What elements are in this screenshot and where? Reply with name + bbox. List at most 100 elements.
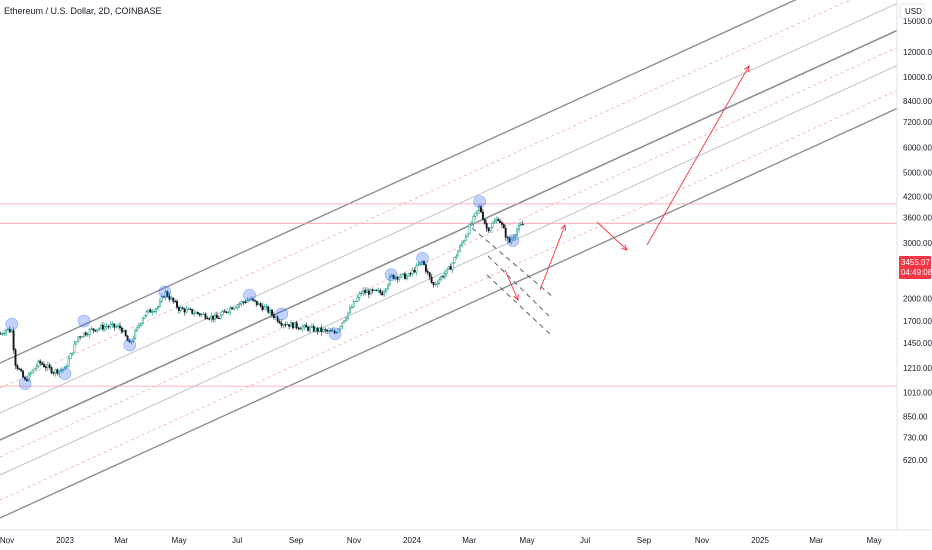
channel-line: [0, 0, 851, 389]
projection-arrow-head: [513, 293, 519, 301]
candle-body: [269, 309, 272, 313]
candle-body: [176, 301, 178, 308]
candle-body: [138, 325, 140, 328]
candle-body: [90, 328, 93, 330]
candle-body: [160, 296, 163, 302]
candle-body: [79, 336, 82, 338]
pivot-marker: [77, 314, 91, 328]
candle-body: [120, 327, 123, 333]
candle-body: [33, 368, 36, 371]
candle-body: [516, 229, 519, 236]
candle-body: [333, 330, 336, 334]
candle-body: [345, 317, 348, 321]
candle-body: [385, 288, 387, 292]
candle-body: [447, 266, 450, 270]
price-tick-label: 850.00: [903, 413, 928, 422]
candle-body: [50, 367, 53, 374]
candle-body: [3, 332, 6, 335]
candle-body: [46, 364, 49, 369]
candle-body: [158, 301, 161, 307]
candle-body: [307, 326, 310, 331]
candle-body: [354, 301, 357, 303]
candle-body: [493, 221, 496, 224]
candle-body: [466, 233, 469, 237]
candle-body: [519, 224, 522, 226]
candle-body: [52, 372, 55, 374]
channel-line: [0, 29, 898, 441]
candle-body: [81, 336, 83, 338]
candle-body: [272, 314, 275, 318]
candle-body: [75, 341, 78, 345]
candle-body: [483, 218, 486, 224]
candle-body: [491, 222, 494, 228]
candle-body: [25, 379, 28, 382]
pivot-marker: [384, 268, 398, 282]
candle-body: [181, 307, 184, 310]
candle-body: [329, 330, 332, 332]
candle-body: [202, 313, 205, 315]
candle-body: [63, 366, 66, 370]
candle-body: [179, 307, 182, 311]
candle-body: [478, 206, 481, 211]
pivot-marker: [18, 377, 32, 390]
candle-body: [324, 329, 327, 331]
candle-body: [310, 326, 313, 328]
candle-body: [71, 352, 74, 354]
time-tick-label: Sep: [637, 536, 652, 545]
candle-body: [502, 224, 505, 229]
price-axis[interactable]: 18000.00 15000.00 12000.00 10000.00 8400.00 7…: [903, 0, 932, 465]
candle-body: [291, 322, 294, 329]
candle-body: [423, 261, 425, 265]
candle-body: [168, 296, 171, 300]
candle-body: [234, 307, 237, 309]
pivot-marker: [58, 367, 72, 381]
candle-body: [462, 240, 465, 244]
candle-body: [172, 297, 175, 302]
candle-body: [219, 314, 222, 319]
candle-body: [284, 324, 287, 326]
candle-body: [263, 306, 266, 311]
candle-body: [187, 308, 190, 310]
candle-body: [20, 369, 23, 372]
candle-body: [405, 275, 408, 280]
pivot-marker: [506, 234, 520, 247]
currency-label-box[interactable]: [899, 3, 925, 19]
candle-body: [185, 308, 188, 313]
candle-body: [512, 237, 515, 240]
candle-body: [56, 369, 59, 374]
channel-line: [0, 90, 898, 501]
candle-body: [257, 303, 260, 306]
price-tick-label: 3000.00: [903, 239, 932, 248]
candle-body: [86, 334, 89, 336]
candle-body: [326, 329, 329, 332]
candle-body: [499, 220, 501, 223]
candle-body: [430, 276, 433, 283]
candle-body: [472, 216, 475, 224]
candle-body: [366, 290, 368, 293]
candle-body: [177, 306, 180, 311]
candle-body: [350, 306, 353, 309]
candle-body: [174, 301, 177, 303]
time-axis[interactable]: Nov 2023 Mar May Jul Sep Nov 2024 Mar May Jul Sep No…: [0, 536, 882, 545]
candle-body: [267, 306, 270, 313]
price-tick-label: 620.00: [903, 456, 928, 465]
candle-body: [379, 290, 382, 293]
candle-body: [166, 291, 169, 297]
candle-body: [282, 324, 285, 326]
candle-body: [88, 329, 91, 335]
candle-body: [261, 305, 264, 311]
price-tick-label: 4200.00: [903, 193, 932, 202]
candle-body: [139, 323, 142, 326]
candle-body: [299, 328, 302, 330]
candle-body: [242, 301, 245, 303]
candle-body: [453, 257, 456, 264]
candle-body: [400, 274, 403, 278]
candle-body: [98, 328, 101, 330]
candle-body: [322, 329, 325, 332]
candle-body: [290, 322, 292, 327]
candle-body: [518, 224, 520, 230]
candle-body: [495, 219, 498, 222]
candle-body: [274, 316, 277, 318]
price-tick-label: 1450.00: [903, 339, 932, 348]
